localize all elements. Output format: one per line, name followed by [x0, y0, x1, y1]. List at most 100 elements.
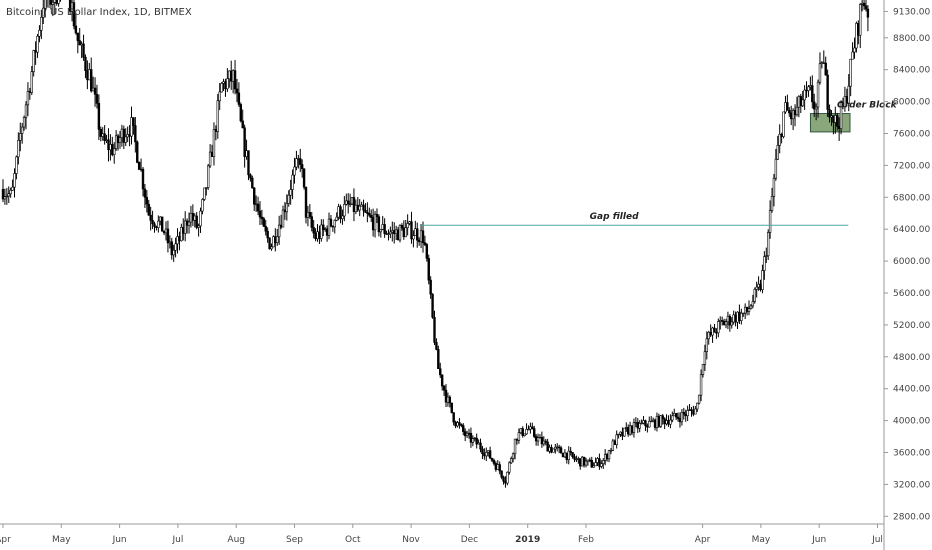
candle — [417, 237, 421, 246]
candle — [615, 430, 618, 449]
candle — [747, 300, 751, 316]
candle — [143, 184, 147, 208]
y-tick-label: 4000.00 — [893, 417, 930, 427]
candle — [439, 362, 442, 379]
candle — [42, 0, 45, 25]
candle — [375, 208, 379, 224]
candle — [162, 230, 166, 236]
candle — [207, 163, 210, 190]
candle — [130, 106, 133, 145]
candle — [855, 21, 858, 53]
candle — [362, 199, 365, 217]
candle — [717, 318, 720, 338]
candle — [60, 0, 62, 2]
candle — [548, 444, 551, 454]
candle — [295, 150, 298, 171]
candle — [187, 212, 191, 234]
candle — [828, 104, 831, 123]
candle — [103, 125, 106, 145]
candle — [556, 443, 559, 452]
candle — [655, 412, 659, 432]
candle — [15, 155, 18, 180]
x-tick-label: Apr — [0, 535, 11, 545]
candle — [304, 186, 308, 224]
candle — [751, 294, 755, 309]
candle — [254, 195, 258, 212]
candle — [391, 221, 394, 242]
candle — [753, 287, 756, 304]
x-tick-label: Oct — [345, 535, 361, 545]
candle — [251, 175, 254, 189]
candle — [178, 231, 181, 251]
candle — [431, 293, 434, 319]
candle — [772, 174, 776, 207]
candle — [734, 311, 737, 327]
candle — [820, 60, 824, 69]
candle — [506, 471, 509, 486]
candle — [826, 69, 829, 117]
candle — [498, 461, 501, 475]
candle — [26, 82, 30, 117]
candle — [51, 0, 55, 17]
candle — [253, 187, 256, 212]
x-tick-label: Jul — [871, 535, 883, 545]
candle — [763, 251, 766, 280]
y-tick-label: 8400.00 — [893, 66, 930, 76]
candle — [569, 447, 572, 456]
candle — [379, 228, 382, 238]
candle — [180, 223, 183, 242]
candle — [76, 32, 79, 54]
candle — [111, 136, 114, 157]
candle — [90, 57, 93, 93]
candle — [423, 235, 427, 247]
candle — [529, 422, 532, 434]
candle — [726, 311, 730, 330]
candle — [582, 456, 586, 468]
candle — [486, 450, 490, 457]
candle — [101, 127, 104, 141]
candle — [329, 214, 333, 228]
candle — [732, 310, 735, 325]
candle — [738, 304, 741, 325]
y-tick-label: 8000.00 — [893, 98, 930, 108]
candle — [638, 420, 641, 433]
candle — [579, 458, 582, 470]
candle — [139, 158, 143, 172]
candle — [80, 41, 83, 59]
candle — [450, 402, 453, 414]
candle — [454, 420, 457, 429]
candle — [813, 93, 816, 117]
candle — [588, 457, 592, 463]
candle — [191, 204, 195, 227]
candle — [427, 254, 430, 285]
candle — [183, 211, 187, 242]
candle — [860, 0, 864, 12]
candle — [502, 475, 505, 485]
candle — [709, 324, 712, 338]
candle — [836, 112, 839, 131]
candle — [513, 438, 517, 460]
candle — [603, 449, 607, 466]
gap-filled-label: Gap filled — [590, 212, 639, 222]
candle — [799, 93, 802, 114]
candle — [797, 95, 801, 118]
x-tick-label: Dec — [461, 535, 478, 545]
candle — [78, 27, 81, 46]
candle — [722, 318, 726, 326]
candle — [686, 405, 689, 422]
candle — [765, 247, 768, 264]
candle — [435, 338, 438, 351]
candle — [297, 154, 300, 169]
candle — [483, 448, 486, 460]
candle — [657, 413, 661, 428]
candle — [628, 421, 632, 436]
candle — [651, 417, 655, 423]
candle — [590, 456, 593, 468]
candle — [343, 196, 346, 222]
candle — [53, 0, 56, 15]
candle — [358, 199, 361, 217]
chart-title: Bitcoin / US Dollar Index, 1D, BITMEX — [6, 7, 192, 18]
candle — [312, 219, 315, 239]
